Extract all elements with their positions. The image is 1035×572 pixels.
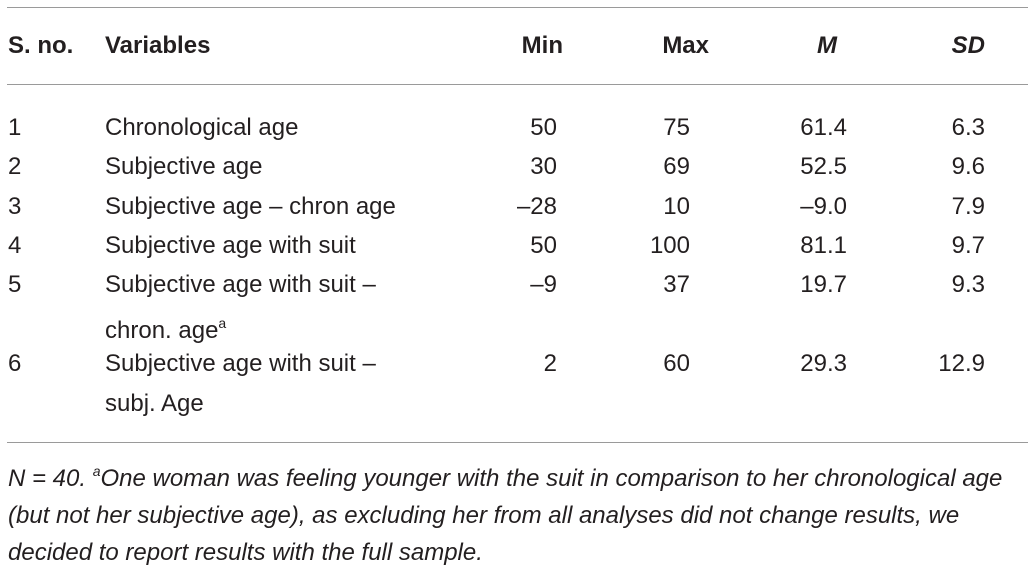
- cell-variable: Subjective age – chron age: [105, 193, 396, 220]
- cell-min: 2: [543, 350, 557, 377]
- cell-max: 37: [663, 271, 690, 298]
- cell-min: –9: [530, 271, 557, 298]
- cell-min: 30: [530, 153, 557, 180]
- cell-min: –28: [516, 193, 557, 220]
- table-bottom-rule: [7, 442, 1028, 443]
- cell-variable: Subjective age with suit –: [105, 271, 376, 298]
- cell-sd: 12.9: [938, 350, 985, 377]
- cell-max: 75: [663, 114, 690, 141]
- cell-mean: 29.3: [800, 350, 847, 377]
- cell-sno: 2: [8, 153, 22, 180]
- cell-max: 10: [663, 193, 690, 220]
- cell-mean: –9.0: [800, 193, 847, 220]
- footnote-text: One woman was feeling younger with the s…: [8, 465, 1003, 566]
- cell-variable-continued: chron. agea: [105, 315, 227, 344]
- cell-sd: 7.9: [951, 193, 985, 220]
- cell-mean: 52.5: [800, 153, 847, 180]
- cell-sno: 1: [8, 114, 22, 141]
- footnote-marker: a: [218, 315, 227, 331]
- footnote-marker: a: [92, 463, 101, 479]
- header-min: Min: [521, 32, 563, 59]
- cell-sd: 9.7: [951, 232, 985, 259]
- cell-variable: Chronological age: [105, 114, 299, 141]
- cell-sno: 5: [8, 271, 22, 298]
- table-header-rule: [7, 84, 1028, 85]
- header-sno: S. no.: [8, 32, 74, 59]
- table-top-rule: [7, 7, 1028, 8]
- cell-mean: 81.1: [800, 232, 847, 259]
- cell-sno: 4: [8, 232, 22, 259]
- cell-variable: Subjective age with suit: [105, 232, 356, 259]
- header-max: Max: [662, 32, 709, 59]
- cell-min: 50: [530, 114, 557, 141]
- cell-mean: 61.4: [800, 114, 847, 141]
- cell-sno: 6: [8, 350, 22, 377]
- cell-sno: 3: [8, 193, 22, 220]
- cell-min: 50: [530, 232, 557, 259]
- cell-sd: 6.3: [951, 114, 985, 141]
- cell-max: 60: [663, 350, 690, 377]
- cell-mean: 19.7: [800, 271, 847, 298]
- cell-sd: 9.6: [951, 153, 985, 180]
- table-footnote: N = 40. aOne woman was feeling younger w…: [8, 453, 1018, 571]
- header-variables: Variables: [105, 32, 211, 59]
- cell-variable-continued: subj. Age: [105, 390, 204, 417]
- header-mean: M: [817, 32, 837, 59]
- cell-max: 69: [663, 153, 690, 180]
- cell-max: 100: [649, 232, 690, 259]
- footnote-sample-size: N = 40.: [8, 465, 93, 492]
- cell-sd: 9.3: [951, 271, 985, 298]
- cell-variable: Subjective age with suit –: [105, 350, 376, 377]
- header-sd: SD: [951, 32, 985, 59]
- cell-variable: Subjective age: [105, 153, 263, 180]
